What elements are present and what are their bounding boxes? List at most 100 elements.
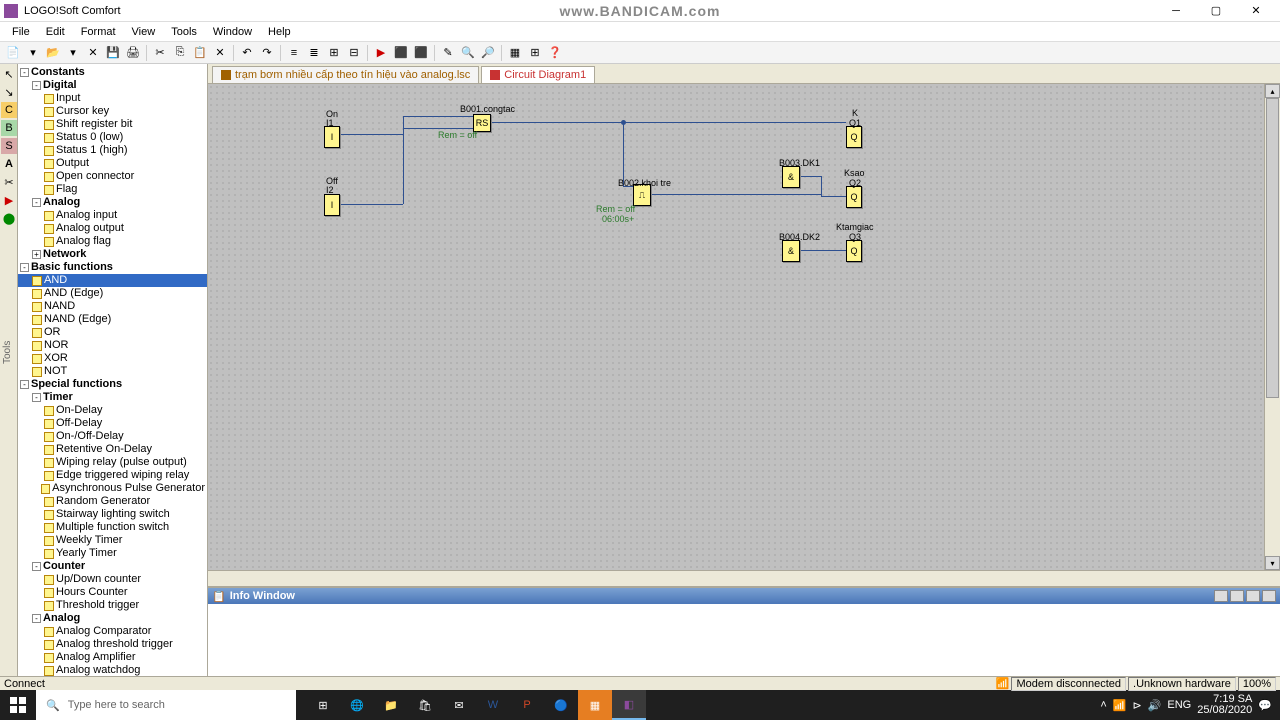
menu-view[interactable]: View	[124, 24, 164, 40]
maximize-button[interactable]: ▢	[1196, 1, 1236, 21]
help-button[interactable]: ❓	[546, 44, 564, 62]
vertical-scrollbar[interactable]: ▴ ▾	[1264, 84, 1280, 570]
document-tab[interactable]: Circuit Diagram1	[481, 66, 595, 83]
tree-item[interactable]: Up/Down counter	[18, 573, 207, 586]
tree-item[interactable]: Stairway lighting switch	[18, 508, 207, 521]
menu-format[interactable]: Format	[73, 24, 124, 40]
tree-item[interactable]: NOT	[18, 365, 207, 378]
wire[interactable]	[821, 176, 822, 196]
tree-item[interactable]: -Special functions	[18, 378, 207, 391]
tree-item[interactable]: Analog Amplifier	[18, 651, 207, 664]
highlight-button[interactable]: ✎	[439, 44, 457, 62]
wire[interactable]	[340, 134, 403, 135]
wire[interactable]	[651, 194, 821, 195]
align3-button[interactable]: ⊞	[325, 44, 343, 62]
wire[interactable]	[623, 122, 624, 186]
tree-item[interactable]: Random Generator	[18, 495, 207, 508]
align4-button[interactable]: ⊟	[345, 44, 363, 62]
info-btn3[interactable]	[1246, 590, 1260, 602]
app-icon[interactable]: ▦	[578, 690, 612, 720]
explorer-icon[interactable]: 📁	[374, 690, 408, 720]
menu-help[interactable]: Help	[260, 24, 299, 40]
minimize-button[interactable]: ─	[1156, 1, 1196, 21]
close-file-button[interactable]: ✕	[84, 44, 102, 62]
tree-item[interactable]: Weekly Timer	[18, 534, 207, 547]
system-tray[interactable]: ˄ 📶 ⊳ 🔊 ENG 7:19 SA 25/08/2020 💬	[1092, 694, 1280, 716]
simulation-tool[interactable]: ▶	[1, 192, 17, 208]
tree-item[interactable]: Status 1 (high)	[18, 144, 207, 157]
tree-item[interactable]: XOR	[18, 352, 207, 365]
constants-tool[interactable]: C	[1, 102, 17, 118]
mail-icon[interactable]: ✉	[442, 690, 476, 720]
tree-item[interactable]: Edge triggered wiping relay	[18, 469, 207, 482]
open-button[interactable]: 📂	[44, 44, 62, 62]
tray-clock[interactable]: 7:19 SA 25/08/2020	[1197, 694, 1252, 716]
tree-item[interactable]: -Constants	[18, 66, 207, 79]
tree-item[interactable]: Cursor key	[18, 105, 207, 118]
copy-button[interactable]: ⎘	[171, 44, 189, 62]
connect-tool[interactable]: ↘	[1, 84, 17, 100]
close-button[interactable]: ✕	[1236, 1, 1276, 21]
tree-item[interactable]: NOR	[18, 339, 207, 352]
wire[interactable]	[403, 116, 473, 117]
function-block[interactable]: &	[782, 240, 800, 262]
function-tree[interactable]: -Constants-DigitalInputCursor keyShift r…	[18, 64, 208, 676]
wire[interactable]	[491, 122, 664, 123]
edge-icon[interactable]: 🌐	[340, 690, 374, 720]
wire[interactable]	[800, 250, 846, 251]
tree-item[interactable]: On-/Off-Delay	[18, 430, 207, 443]
scroll-thumb[interactable]	[1266, 98, 1279, 398]
tree-item[interactable]: Off-Delay	[18, 417, 207, 430]
word-icon[interactable]: W	[476, 690, 510, 720]
chrome-icon[interactable]: 🔵	[544, 690, 578, 720]
tree-item[interactable]: -Counter	[18, 560, 207, 573]
tree-item[interactable]: Output	[18, 157, 207, 170]
tree-item[interactable]: +Network	[18, 248, 207, 261]
cut-conn-tool[interactable]: ✂	[1, 174, 17, 190]
tree-item[interactable]: -Basic functions	[18, 261, 207, 274]
tree-item[interactable]: -Digital	[18, 79, 207, 92]
grid-button[interactable]: ▦	[506, 44, 524, 62]
layout-button[interactable]: ⊞	[526, 44, 544, 62]
zoom-in-button[interactable]: 🔍	[459, 44, 477, 62]
tree-item[interactable]: -Analog	[18, 196, 207, 209]
tree-item[interactable]: Hours Counter	[18, 586, 207, 599]
tray-volume-icon[interactable]: 🔊	[1148, 699, 1162, 712]
tree-item[interactable]: Yearly Timer	[18, 547, 207, 560]
online-test-tool[interactable]: ⬤	[1, 210, 17, 226]
undo-button[interactable]: ↶	[238, 44, 256, 62]
tree-item[interactable]: OR	[18, 326, 207, 339]
document-tab[interactable]: trạm bơm nhiều cấp theo tín hiệu vào ana…	[212, 66, 479, 83]
function-block[interactable]: Q	[846, 186, 862, 208]
text-tool[interactable]: A	[1, 156, 17, 172]
tree-item[interactable]: Open connector	[18, 170, 207, 183]
horizontal-scrollbar[interactable]	[208, 570, 1280, 586]
cut-button[interactable]: ✂	[151, 44, 169, 62]
tray-network-icon[interactable]: 📶	[1113, 699, 1127, 712]
menu-file[interactable]: File	[4, 24, 38, 40]
delete-button[interactable]: ✕	[211, 44, 229, 62]
online-button[interactable]: ⬛	[412, 44, 430, 62]
menu-window[interactable]: Window	[205, 24, 260, 40]
tree-item[interactable]: Analog watchdog	[18, 664, 207, 676]
paste-button[interactable]: 📋	[191, 44, 209, 62]
function-block[interactable]: &	[782, 166, 800, 188]
store-icon[interactable]: 🛍	[408, 690, 442, 720]
tree-item[interactable]: Input	[18, 92, 207, 105]
wire[interactable]	[664, 122, 846, 123]
logo-soft-icon[interactable]: ◧	[612, 690, 646, 720]
info-btn4[interactable]	[1262, 590, 1276, 602]
function-block[interactable]: I	[324, 194, 340, 216]
menu-tools[interactable]: Tools	[163, 24, 205, 40]
align-button[interactable]: ≡	[285, 44, 303, 62]
transfer-logo-pc-button[interactable]: ⬛	[392, 44, 410, 62]
tree-item[interactable]: NAND (Edge)	[18, 313, 207, 326]
tree-item[interactable]: Analog flag	[18, 235, 207, 248]
function-block[interactable]: Q	[846, 126, 862, 148]
tree-item[interactable]: Status 0 (low)	[18, 131, 207, 144]
print-button[interactable]: 🖨	[124, 44, 142, 62]
tree-item[interactable]: Retentive On-Delay	[18, 443, 207, 456]
tree-item[interactable]: Multiple function switch	[18, 521, 207, 534]
tree-item[interactable]: Threshold trigger	[18, 599, 207, 612]
wire[interactable]	[821, 196, 846, 197]
